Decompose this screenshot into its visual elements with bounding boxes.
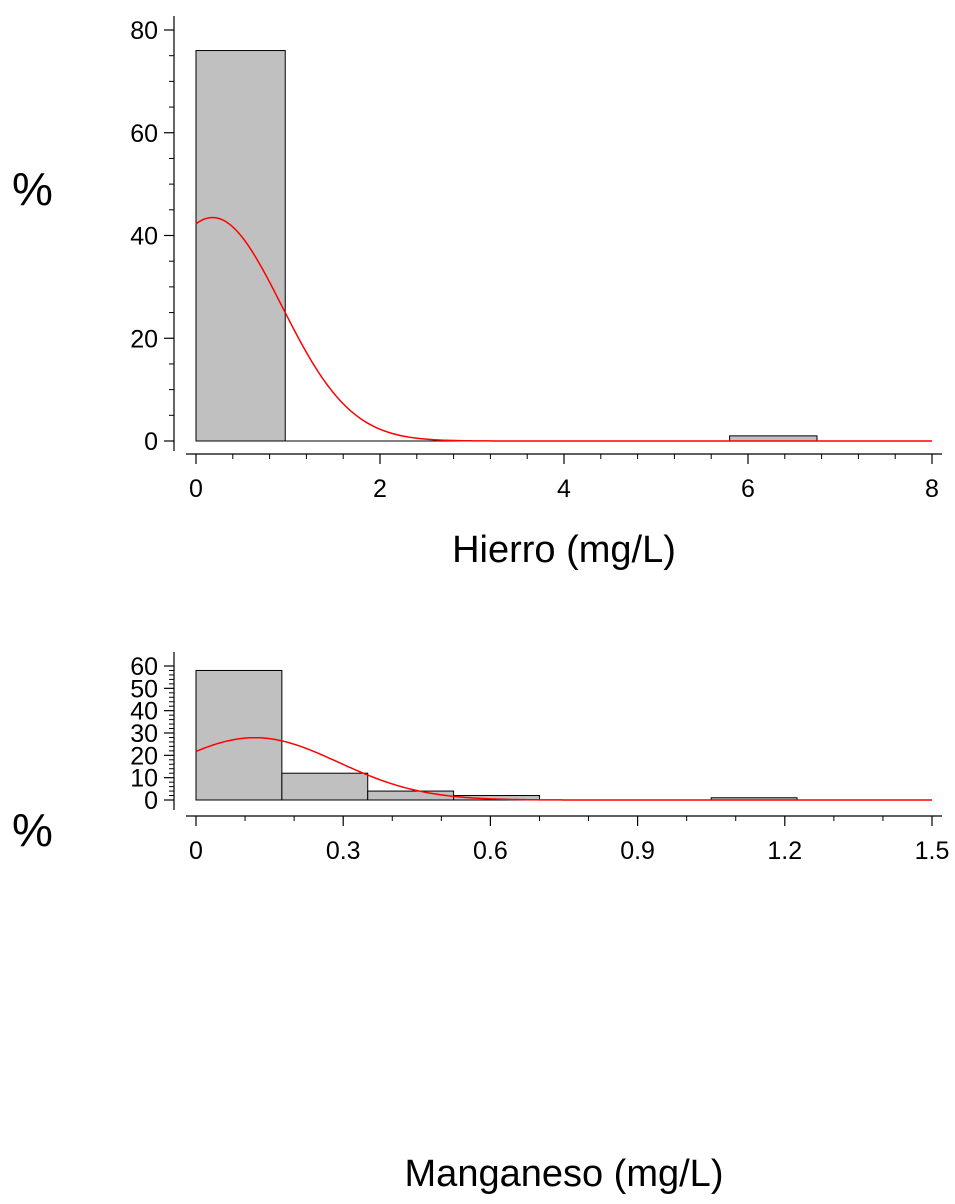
manganeso-axes xyxy=(173,652,942,817)
manganeso-y-tick-label: 20 xyxy=(130,742,158,770)
hierro-x-tick-label: 2 xyxy=(373,475,387,503)
manganeso-x-tick-label: 0.6 xyxy=(473,837,508,865)
hierro-bar-0 xyxy=(195,50,286,442)
hierro-y-tick-label: 0 xyxy=(144,428,158,456)
manganeso-y-tick-label: 60 xyxy=(130,653,158,681)
manganeso-bars xyxy=(195,669,798,801)
hierro-y-tick-label: 60 xyxy=(130,120,158,148)
manganeso-y-tick-label: 30 xyxy=(130,720,158,748)
manganeso-y-tick-label: 10 xyxy=(130,765,158,793)
hierro-y-tick-label: 20 xyxy=(130,325,158,353)
hierro-density-curve xyxy=(195,216,932,442)
hierro-x-tick-label: 6 xyxy=(741,475,755,503)
hierro-histogram-chart: 0 20 40 60 80 0 2 4 6 8 % Hierro (mg/L) xyxy=(12,16,942,571)
hierro-bars xyxy=(195,50,818,442)
manganeso-bar-1 xyxy=(281,772,369,801)
hierro-x-axis-title: Hierro (mg/L) xyxy=(452,529,676,571)
hierro-ticks: 0 20 40 60 80 0 2 4 6 8 xyxy=(130,17,939,503)
manganeso-y-tick-label: 50 xyxy=(130,675,158,703)
hierro-axes xyxy=(173,16,942,455)
hierro-x-tick-label: 8 xyxy=(925,475,939,503)
manganeso-x-tick-label: 0.9 xyxy=(620,837,655,865)
hierro-bar-1 xyxy=(729,435,818,442)
manganeso-x-tick-label: 1.2 xyxy=(767,837,802,865)
hierro-y-tick-label: 40 xyxy=(130,223,158,251)
hierro-y-axis-title: % xyxy=(12,163,53,215)
manganeso-y-tick-label: 0 xyxy=(144,787,158,815)
manganeso-x-tick-label: 1.5 xyxy=(915,837,950,865)
manganeso-y-axis-title: % xyxy=(12,804,53,856)
hierro-x-tick-label: 0 xyxy=(189,475,203,503)
manganeso-density-curve xyxy=(195,736,932,801)
manganeso-x-tick-label: 0.3 xyxy=(326,837,361,865)
hierro-y-tick-label: 80 xyxy=(130,17,158,45)
manganeso-y-tick-label: 40 xyxy=(130,698,158,726)
manganeso-bar-0 xyxy=(195,669,283,801)
manganeso-x-axis-title: Manganeso (mg/L) xyxy=(405,1153,724,1195)
hierro-x-tick-label: 4 xyxy=(557,475,571,503)
manganeso-x-tick-label: 0 xyxy=(189,837,203,865)
